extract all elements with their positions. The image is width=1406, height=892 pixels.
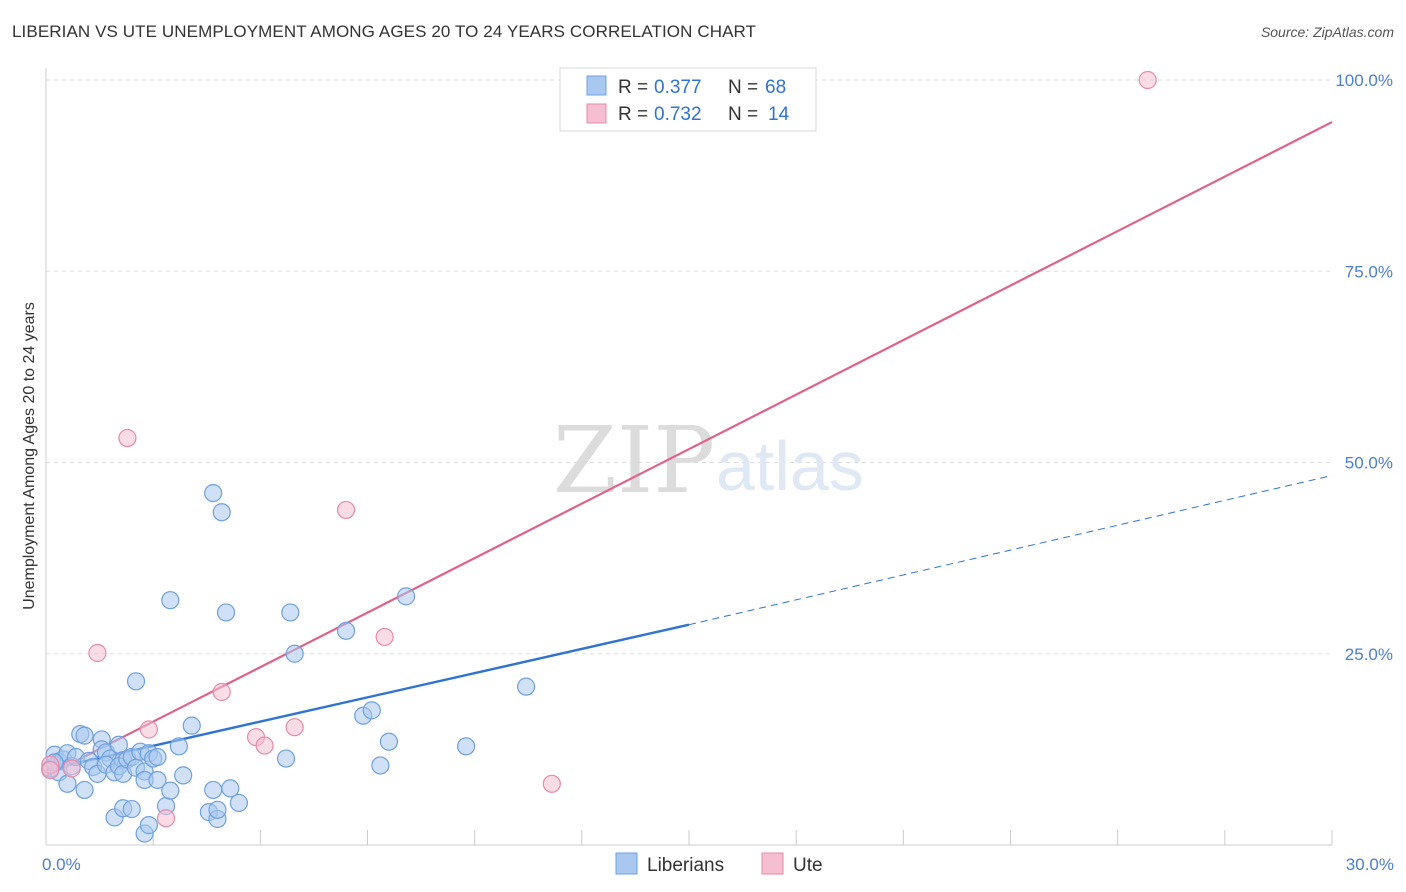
ute-point (336, 500, 356, 520)
stats-legend: R = 0.377 N = 68 R = 0.732 N = 14 (559, 67, 817, 132)
ute-n-value: 14 (768, 104, 790, 125)
liberians-point (281, 603, 300, 622)
y-tick-label: 50.0% (1345, 454, 1393, 473)
tick-labels: 25.0% 50.0% 75.0% 100.0% 0.0% 30.0% (42, 71, 1394, 874)
ute-point (139, 720, 158, 739)
watermark-atlas: atlas (716, 427, 864, 505)
liberians-point (212, 503, 231, 522)
ute-point (255, 736, 274, 755)
ute-point (88, 643, 107, 663)
ute-point (375, 627, 394, 647)
liberians-point (362, 701, 381, 720)
ute-n-label: N = (728, 104, 758, 125)
legend-ute-label: Ute (793, 855, 823, 876)
ute-point (62, 759, 81, 778)
source-credit: Source: ZipAtlas.com (1260, 24, 1394, 40)
ute-point (212, 682, 231, 702)
liberians-point (161, 781, 180, 800)
x-tick-label: 30.0% (1346, 855, 1394, 874)
liberians-r-value: 0.377 (654, 77, 702, 98)
liberians-point (148, 770, 167, 790)
axes (45, 68, 1333, 846)
liberians-point (139, 816, 158, 835)
legend-liberians-swatch (615, 852, 638, 875)
y-tick-label: 75.0% (1345, 262, 1393, 281)
liberians-r-label: R = (618, 77, 648, 98)
liberians-point (148, 747, 167, 767)
liberians-point (208, 800, 227, 819)
ute-r-value: 0.732 (654, 104, 702, 125)
y-axis-label: Unemployment Among Ages 20 to 24 years (21, 302, 38, 610)
liberians-n-label: N = (728, 77, 758, 98)
chart-title: LIBERIAN VS UTE UNEMPLOYMENT AMONG AGES … (12, 22, 757, 41)
liberians-point (276, 749, 296, 768)
y-tick-label: 100.0% (1335, 71, 1393, 90)
liberians-point (58, 774, 77, 793)
ute-point (41, 760, 60, 780)
liberians-point (174, 766, 193, 785)
liberians-point (371, 756, 390, 775)
liberians-point (161, 591, 180, 610)
liberians-point (126, 672, 146, 691)
liberians-point (336, 621, 356, 640)
liberians-point (75, 726, 94, 745)
legend-ute-swatch (761, 852, 784, 875)
grid-lines (46, 79, 1332, 655)
ute-point (285, 718, 304, 737)
x-tick-label: 0.0% (42, 855, 81, 874)
data-points (41, 70, 1157, 843)
liberians-point (379, 732, 399, 751)
liberians-point (169, 737, 188, 756)
ute-point (1138, 70, 1157, 90)
liberians-trend-extension (688, 475, 1333, 626)
liberians-point (204, 484, 223, 503)
ute-r-label: R = (618, 104, 648, 125)
trend-lines (45, 121, 1333, 778)
watermark-zip: ZIP (553, 407, 715, 514)
liberians-point (204, 780, 223, 800)
liberians-point (285, 644, 304, 663)
liberians-point (229, 793, 248, 813)
liberians-point (517, 677, 536, 696)
ute-point (542, 774, 561, 793)
liberians-point (221, 779, 240, 798)
series-legend: Liberians Ute (615, 852, 823, 876)
liberians-n-value: 68 (765, 77, 786, 98)
ute-point (156, 809, 176, 828)
liberians-point (75, 780, 94, 800)
liberians-point (122, 799, 141, 819)
liberians-point (216, 603, 236, 622)
ute-point (118, 428, 137, 448)
y-tick-label: 25.0% (1345, 645, 1393, 664)
legend-liberians-label: Liberians (647, 855, 724, 876)
liberians-point (182, 716, 201, 735)
liberians-point (456, 737, 476, 756)
ute-swatch (586, 103, 607, 124)
ute-trend-line (45, 121, 1333, 778)
liberians-point (396, 587, 416, 606)
watermark: ZIP atlas (553, 407, 864, 514)
liberians-swatch (586, 75, 607, 96)
